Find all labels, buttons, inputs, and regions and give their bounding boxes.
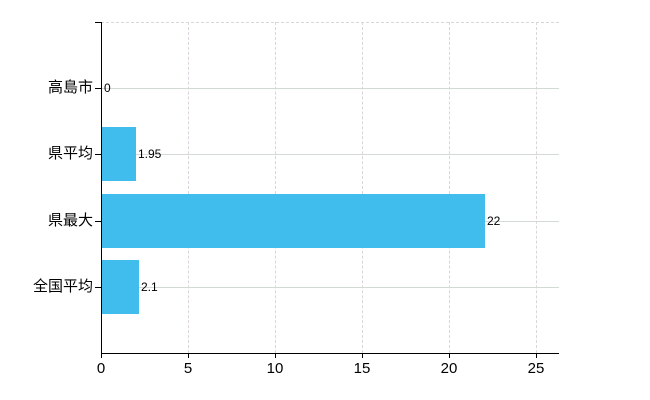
x-axis-tick [188, 353, 189, 358]
bar [102, 194, 485, 248]
x-axis-tick-label: 0 [96, 360, 106, 377]
bar [102, 260, 139, 314]
horizontal-gridline [101, 154, 559, 155]
x-axis-tick-label: 20 [440, 360, 458, 377]
y-axis-line [101, 22, 102, 358]
vertical-gridline [275, 22, 276, 353]
x-axis-tick [275, 353, 276, 358]
x-axis-tick [101, 353, 102, 358]
bar [102, 127, 136, 181]
x-axis-tick-label: 10 [266, 360, 284, 377]
y-axis-tick [95, 88, 101, 89]
x-axis-tick-label: 5 [183, 360, 193, 377]
y-axis-tick [95, 221, 101, 222]
x-axis-tick-label: 15 [353, 360, 371, 377]
y-axis-tick [95, 287, 101, 288]
category-label: 高島市 [47, 79, 93, 96]
x-axis-tick-label: 25 [527, 360, 545, 377]
vertical-gridline [362, 22, 363, 353]
bar-value-label: 22 [487, 214, 501, 228]
category-label: 全国平均 [32, 278, 93, 295]
category-label: 県平均 [47, 145, 93, 162]
y-axis-tick [95, 154, 101, 155]
vertical-gridline [449, 22, 450, 353]
horizontal-gridline [101, 287, 559, 288]
y-axis-top-tick [95, 22, 101, 23]
bar-value-label: 2.1 [141, 280, 158, 294]
vertical-gridline [536, 22, 537, 353]
x-axis-tick [362, 353, 363, 358]
x-axis-tick [536, 353, 537, 358]
category-label: 県最大 [47, 212, 93, 229]
bar-value-label: 1.95 [138, 147, 162, 161]
x-axis-line [101, 353, 559, 354]
bar-value-label: 0 [104, 81, 111, 95]
vertical-gridline [188, 22, 189, 353]
x-axis-tick [449, 353, 450, 358]
plot-top-border [101, 22, 559, 23]
horizontal-gridline [101, 88, 559, 89]
